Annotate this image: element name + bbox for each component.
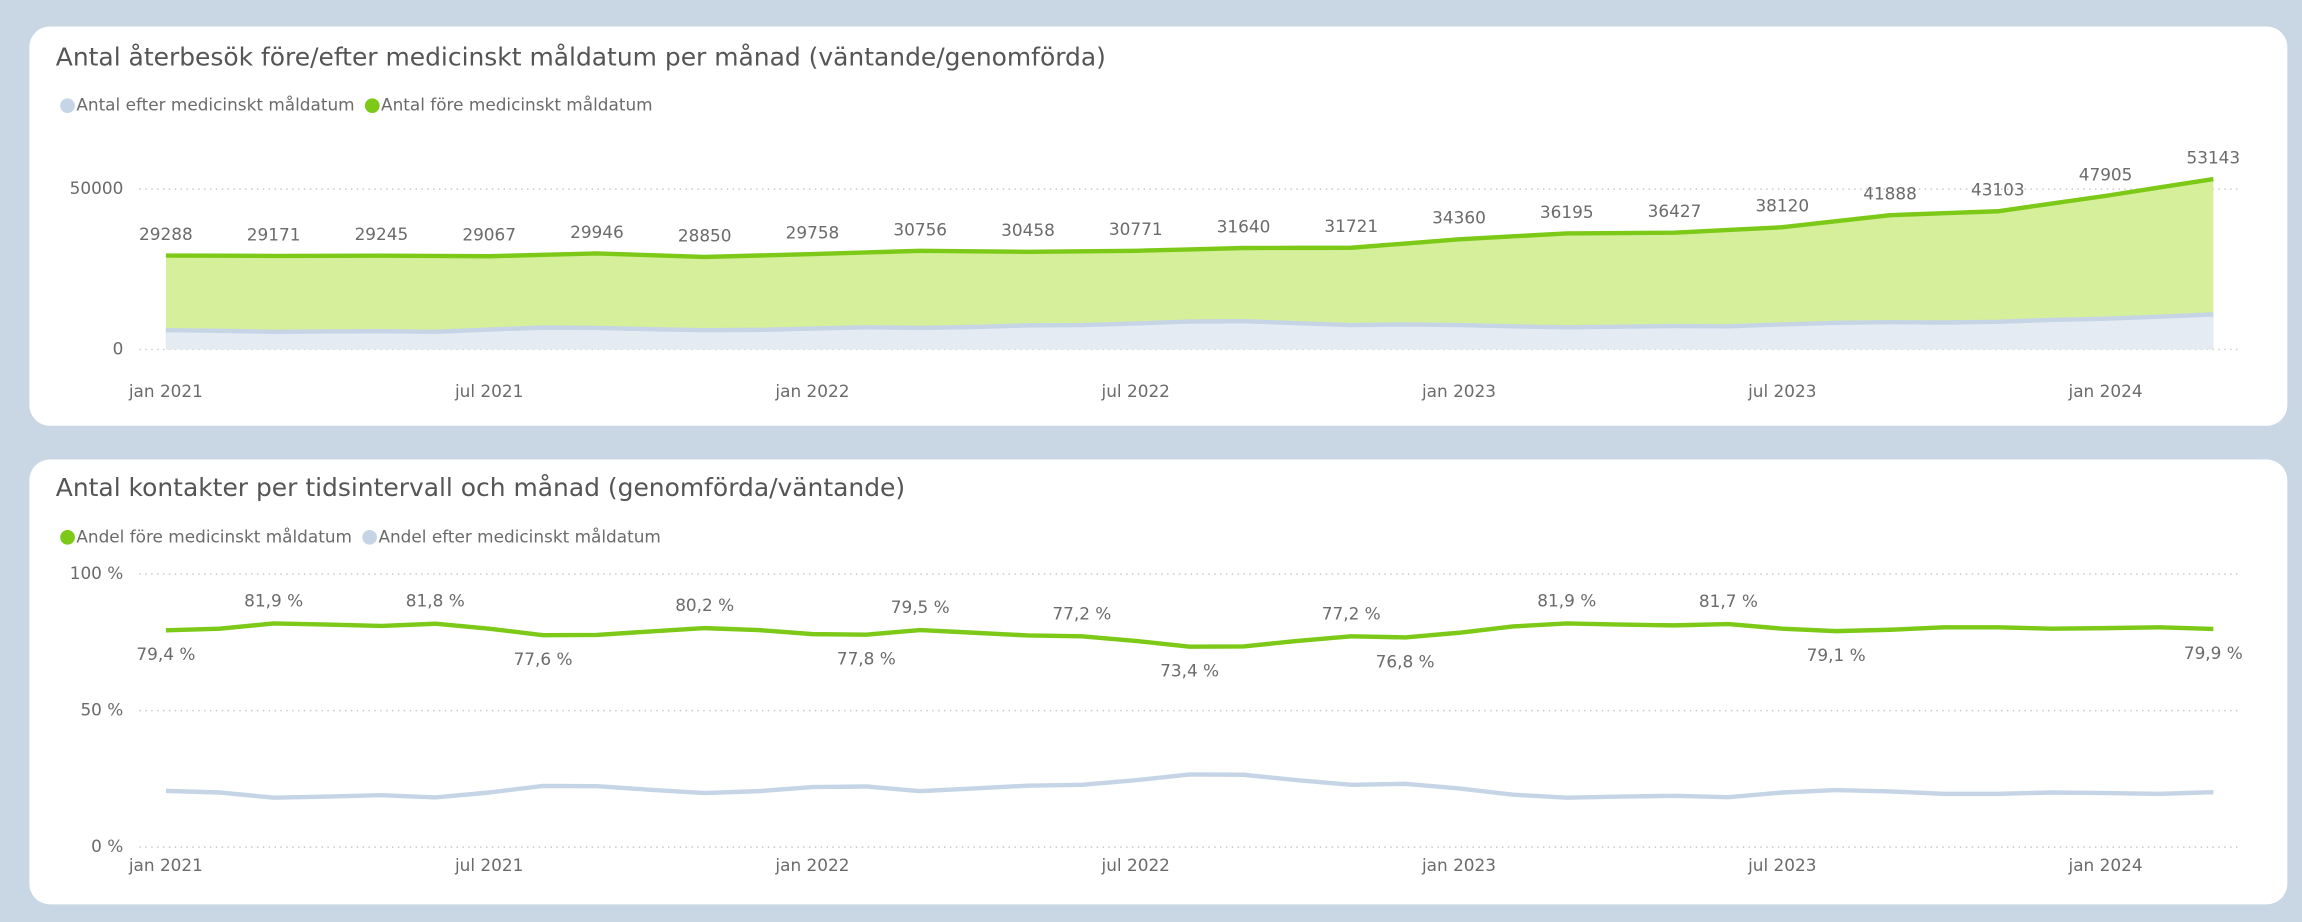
x-tick-label: jan 2022 [774,381,849,401]
chart-title: Antal återbesök före/efter medicinskt må… [56,43,1106,72]
line [165,176,2214,260]
data-label: 41888 [1863,184,1917,204]
data-label: 36195 [1540,202,1594,222]
x-tick-label: jan 2024 [2068,381,2143,401]
data-label: 76,8 % [1376,651,1435,671]
y-tick-label: 100 % [70,563,124,583]
area [165,179,2214,350]
data-label: 36427 [1648,201,1702,221]
x-tick-label: jan 2023 [1421,855,1496,875]
x-tick-label: jul 2023 [1747,855,1816,875]
data-label: 77,6 % [514,649,573,669]
area [165,314,2214,350]
data-label: 31721 [1324,216,1378,236]
data-label: 81,7 % [1699,591,1758,611]
data-label: 81,8 % [406,591,465,611]
line [165,621,2214,649]
y-tick-label: 0 % [91,836,123,856]
x-tick-label: jul 2021 [454,381,523,401]
data-label: 79,5 % [891,597,950,617]
data-label: 31640 [1217,216,1271,236]
legend-marker [362,530,377,545]
line [165,312,2214,334]
data-label: 81,9 % [1537,590,1596,610]
data-label: 80,2 % [675,595,734,615]
legend-marker [60,530,75,545]
data-label: 79,1 % [1807,645,1866,665]
data-label: 81,9 % [244,590,303,610]
data-label: 38120 [1755,196,1809,216]
legend-label: Andel före medicinskt måldatum [76,526,352,546]
data-label: 29171 [247,224,301,244]
data-label: 77,8 % [837,649,896,669]
x-tick-label: jul 2023 [1747,381,1816,401]
data-label: 79,9 % [2184,643,2243,663]
data-label: 79,4 % [136,644,195,664]
x-tick-label: jan 2023 [1421,381,1496,401]
data-label: 34360 [1432,208,1486,228]
data-label: 77,2 % [1322,603,1381,623]
data-label: 30756 [893,219,947,239]
data-label: 47905 [2079,164,2133,184]
x-tick-label: jan 2021 [128,381,203,401]
legend-label: Antal före medicinskt måldatum [381,95,653,115]
y-tick-label: 50000 [70,178,124,198]
data-label: 29758 [786,222,840,242]
data-label: 29288 [139,224,193,244]
data-label: 73,4 % [1160,661,1219,681]
legend-marker [60,98,75,114]
data-label: 77,2 % [1052,603,1111,623]
x-tick-label: jul 2022 [1101,381,1170,401]
line [165,772,2214,800]
data-label: 28850 [678,225,732,245]
data-label: 30458 [1001,220,1055,240]
data-label: 43103 [1971,180,2025,200]
x-tick-label: jan 2024 [2068,855,2143,875]
x-tick-label: jan 2022 [774,855,849,875]
data-label: 29245 [355,224,409,244]
legend-marker [364,98,380,114]
panel [29,459,2288,905]
x-tick-label: jul 2021 [454,855,523,875]
x-tick-label: jan 2021 [128,855,203,875]
data-label: 29946 [570,222,624,242]
legend-label: Andel efter medicinskt måldatum [378,526,660,546]
y-tick-label: 50 % [80,700,123,720]
chart-title: Antal kontakter per tidsintervall och må… [56,473,905,502]
data-label: 30771 [1109,219,1163,239]
data-label: 29067 [462,225,516,245]
data-label: 53143 [2186,148,2240,168]
legend-label: Antal efter medicinskt måldatum [76,95,354,115]
x-tick-label: jul 2022 [1101,855,1170,875]
y-tick-label: 0 [113,338,124,358]
